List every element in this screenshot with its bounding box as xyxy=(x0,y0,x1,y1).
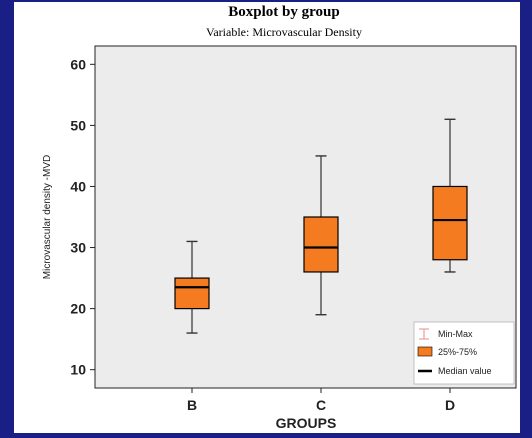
y-tick-label: 20 xyxy=(70,301,86,317)
y-tick-label: 60 xyxy=(70,56,86,72)
y-axis: 10 20 30 40 50 60 xyxy=(70,56,95,378)
box-iqr xyxy=(174,277,210,310)
x-tick-label: D xyxy=(445,397,455,413)
box-C xyxy=(303,155,339,316)
y-tick-label: 50 xyxy=(70,117,86,133)
chart-title: Boxplot by group xyxy=(228,4,339,20)
y-axis-label: Microvascular density -MVD xyxy=(42,155,53,279)
chart-subtitle: Variable: Microvascular Density xyxy=(206,25,362,39)
legend-minmax-icon xyxy=(419,328,429,340)
legend-label-median: Median value xyxy=(438,366,492,376)
box-D xyxy=(432,118,468,273)
box-iqr xyxy=(303,216,339,273)
legend-label-box: 25%-75% xyxy=(438,347,477,357)
legend-box-swatch xyxy=(417,346,433,357)
x-axis: B C D xyxy=(187,388,455,413)
chart-figure: Boxplot by group Variable: Microvascular… xyxy=(14,2,520,433)
x-tick-label: C xyxy=(316,397,326,413)
y-tick-label: 10 xyxy=(70,362,86,378)
legend-label-minmax: Min-Max xyxy=(438,329,473,339)
y-tick-label: 40 xyxy=(70,178,86,194)
x-axis-label: GROUPS xyxy=(276,415,337,431)
box-B xyxy=(174,240,210,334)
y-tick-label: 30 xyxy=(70,240,86,256)
box-series xyxy=(174,118,468,334)
box-iqr xyxy=(432,185,468,261)
legend: Min-Max 25%-75% Median value xyxy=(413,321,515,385)
boxplot-chart: Boxplot by group Variable: Microvascular… xyxy=(42,4,517,431)
x-tick-label: B xyxy=(187,397,197,413)
